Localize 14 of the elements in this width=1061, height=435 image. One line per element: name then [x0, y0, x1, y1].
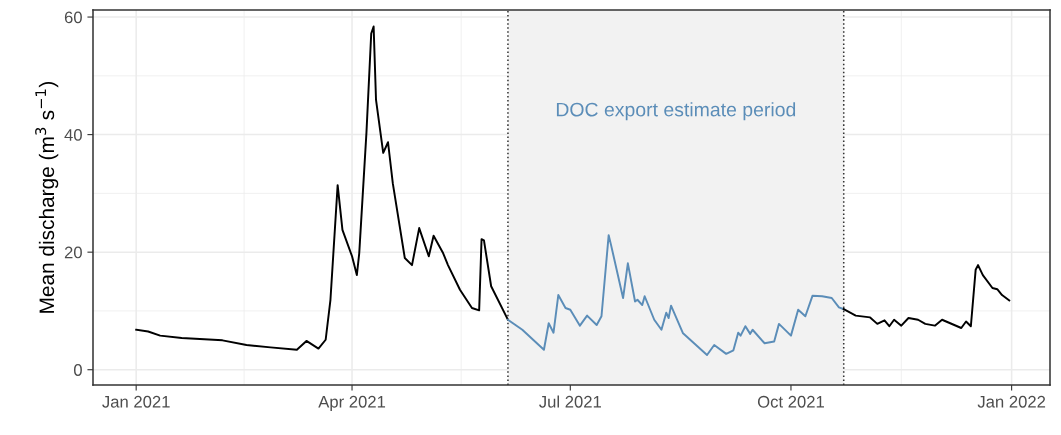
x-tick-label: Oct 2021 [757, 395, 824, 408]
x-tick-label: Jul 2021 [539, 395, 601, 408]
line-series [842, 264, 1011, 329]
y-tick-label: 20 [64, 246, 82, 259]
y-tick-label: 40 [64, 129, 82, 141]
x-tick-label: Jan 2021 [102, 395, 170, 408]
x-tick-label: Jan 2022 [977, 395, 1046, 408]
y-tick-label: 60 [64, 11, 82, 24]
annotation: DOC export estimate period [556, 102, 796, 121]
y-tick-label: 0 [73, 364, 82, 376]
line-series [135, 25, 509, 351]
line-series [506, 234, 845, 356]
y-axis-title: Mean discharge (m$^{3}$ s$^{−1}$) [35, 82, 59, 313]
x-tick-label: Apr 2021 [318, 395, 386, 411]
